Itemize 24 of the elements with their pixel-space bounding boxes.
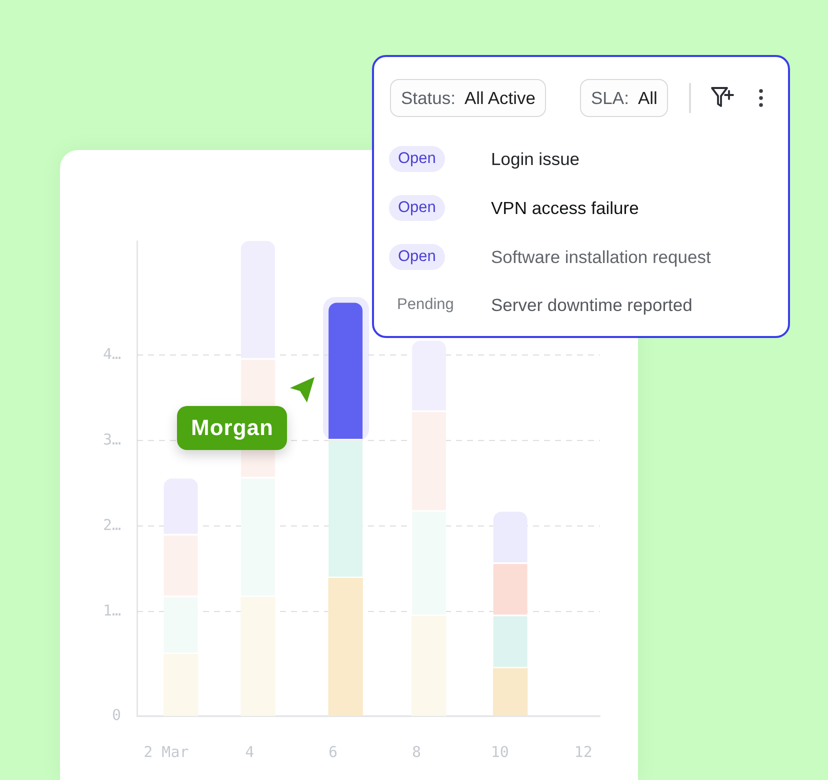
x-tick-label: 2 Mar bbox=[144, 742, 189, 761]
text: All Active bbox=[464, 88, 536, 108]
text: Login issue bbox=[491, 148, 580, 171]
ref-line-label: 3… bbox=[102, 430, 121, 448]
text: VPN access failure bbox=[491, 197, 639, 220]
annotation: Open bbox=[398, 248, 436, 265]
ref-line-label: 0 bbox=[112, 706, 121, 724]
ref-line-label: 1… bbox=[102, 601, 121, 620]
x-tick-label: 10 bbox=[490, 742, 509, 761]
annotation: Morgan bbox=[191, 415, 274, 440]
x-tick-label: 8 bbox=[412, 742, 421, 761]
annotation: Software installation request bbox=[491, 246, 711, 269]
annotation: Pending bbox=[397, 295, 454, 315]
text: Open bbox=[398, 150, 436, 167]
x-tick-label: 4 bbox=[245, 742, 254, 761]
x-tick-label: 6 bbox=[328, 742, 338, 761]
text: SLA: bbox=[591, 88, 629, 108]
annotation: Server downtime reported bbox=[491, 294, 692, 317]
x-tick-label: 12 bbox=[574, 742, 592, 761]
text: Status: bbox=[401, 88, 456, 108]
text: Open bbox=[398, 199, 436, 216]
ref-line-label: 2… bbox=[102, 516, 121, 534]
ref-line-label: 4… bbox=[102, 344, 121, 363]
text: All bbox=[638, 88, 658, 108]
